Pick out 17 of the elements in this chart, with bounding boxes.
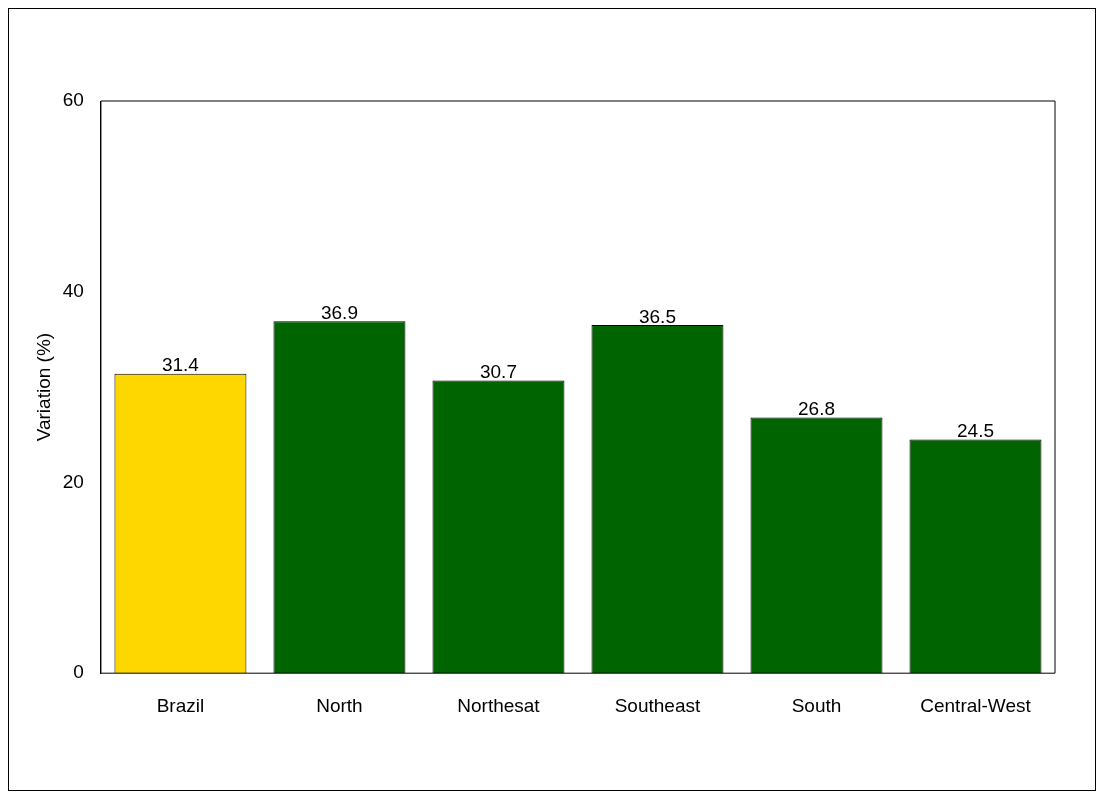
x-tick-label: South — [791, 694, 842, 716]
data-label: 36.9 — [320, 302, 358, 324]
y-tick-label: 60 — [62, 89, 84, 111]
y-tick-label: 0 — [73, 661, 84, 683]
y-axis-title: Variation (%) — [32, 332, 54, 442]
data-label: 26.8 — [797, 398, 835, 420]
data-label: 30.7 — [479, 361, 517, 383]
x-tick-label: Southeast — [614, 694, 701, 716]
y-tick-label: 40 — [62, 279, 84, 301]
x-tick-label: Northesat — [457, 694, 541, 716]
data-label: 24.5 — [957, 420, 994, 442]
data-label: 31.4 — [161, 354, 200, 376]
x-tick-label: North — [316, 694, 363, 716]
data-label: 36.5 — [638, 305, 676, 327]
x-tick-label: Brazil — [156, 694, 205, 716]
x-tick-label: Central-West — [920, 694, 1032, 716]
y-tick-label: 20 — [62, 470, 84, 492]
